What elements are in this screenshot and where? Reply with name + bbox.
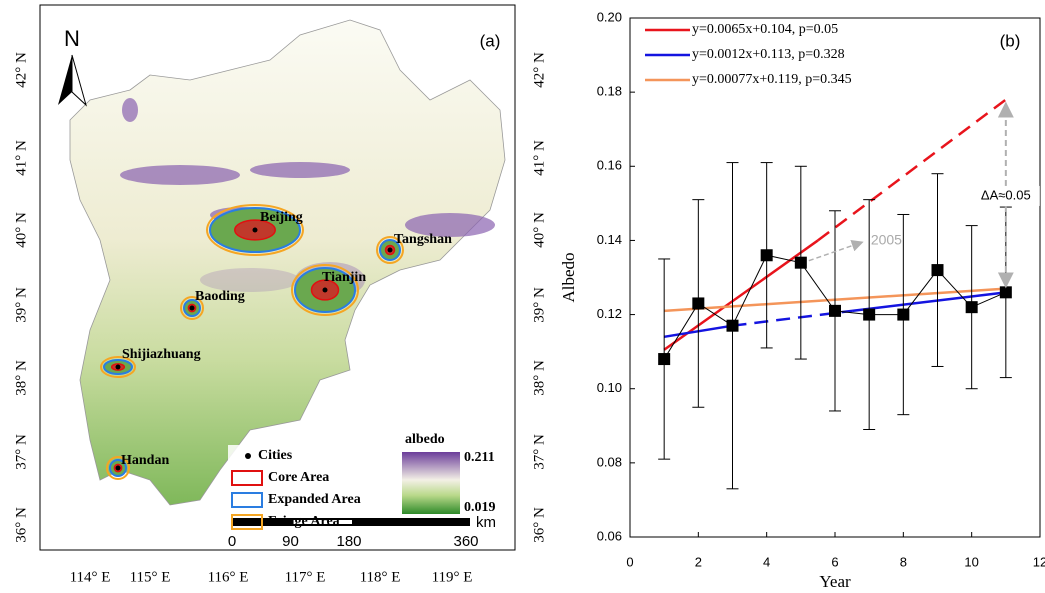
city-label: Tianjin bbox=[322, 270, 366, 285]
city-dot bbox=[323, 288, 328, 293]
x-tick-label: 12 bbox=[1033, 554, 1045, 569]
city-label: Beijing bbox=[260, 210, 303, 225]
fit-line bbox=[818, 100, 1006, 241]
lat-label: 39° N bbox=[531, 287, 547, 323]
scale-tick: 360 bbox=[453, 533, 478, 550]
colorbar-min: 0.019 bbox=[464, 500, 496, 515]
colorbar bbox=[402, 452, 460, 514]
legend-dot bbox=[245, 453, 251, 459]
y-tick-label: 0.16 bbox=[597, 158, 622, 173]
y-axis-label: Albedo bbox=[559, 252, 578, 302]
lat-label: 38° N bbox=[13, 360, 29, 396]
annotation: 2005 bbox=[871, 231, 902, 247]
city-label: Tangshan bbox=[394, 232, 452, 247]
lat-label: 42° N bbox=[531, 52, 547, 88]
lat-label: 37° N bbox=[13, 434, 29, 470]
lat-label: 40° N bbox=[13, 212, 29, 248]
legend-label: y=0.0065x+0.104, p=0.05 bbox=[692, 22, 838, 37]
data-point bbox=[863, 309, 875, 321]
scale-unit: km bbox=[476, 514, 496, 531]
page: N (a) 42° N 42° N 41° N 41° N 40° N 40° N 39° … bbox=[0, 0, 1045, 593]
city-label: Baoding bbox=[195, 289, 245, 304]
legend-label: Cities bbox=[258, 448, 293, 463]
north-label: N bbox=[64, 26, 80, 51]
lat-label: 36° N bbox=[13, 507, 29, 543]
data-point bbox=[692, 297, 704, 309]
legend-label: Core Area bbox=[268, 470, 329, 485]
y-tick-label: 0.12 bbox=[597, 306, 622, 321]
y-tick-label: 0.08 bbox=[597, 454, 622, 469]
city-dot bbox=[253, 228, 258, 233]
city-dot bbox=[190, 306, 195, 311]
legend-label: Fringe Area bbox=[268, 514, 340, 529]
annotation: ΔA≈0.05 bbox=[981, 187, 1031, 202]
data-point bbox=[727, 320, 739, 332]
city-dot bbox=[116, 466, 121, 471]
fit-line bbox=[852, 292, 1006, 311]
city-label: Shijiazhuang bbox=[122, 347, 201, 362]
lon-label: 118° E bbox=[360, 569, 401, 585]
scale-tick: 180 bbox=[336, 533, 361, 550]
data-point bbox=[795, 257, 807, 269]
x-tick-label: 10 bbox=[964, 554, 978, 569]
lon-label: 117° E bbox=[285, 569, 326, 585]
y-tick-label: 0.14 bbox=[597, 232, 622, 247]
y-tick-label: 0.10 bbox=[597, 380, 622, 395]
legend-label: y=0.0012x+0.113, p=0.328 bbox=[692, 47, 845, 62]
lat-label: 40° N bbox=[531, 212, 547, 248]
data-point bbox=[761, 249, 773, 261]
lat-label: 38° N bbox=[531, 360, 547, 396]
y-tick-label: 0.18 bbox=[597, 84, 622, 99]
lon-label: 115° E bbox=[130, 569, 171, 585]
scale-tick: 0 bbox=[228, 533, 236, 550]
lon-label: 116° E bbox=[208, 569, 249, 585]
lon-label: 114° E bbox=[70, 569, 111, 585]
colorbar-max: 0.211 bbox=[464, 450, 495, 465]
x-tick-label: 6 bbox=[831, 554, 838, 569]
north-arrow: N bbox=[58, 26, 86, 105]
lat-label: 42° N bbox=[13, 52, 29, 88]
scale-tick: 90 bbox=[282, 533, 299, 550]
data-point bbox=[932, 264, 944, 276]
lat-label: 39° N bbox=[13, 287, 29, 323]
panel-label: (b) bbox=[1000, 31, 1021, 50]
city-label: Handan bbox=[121, 453, 169, 468]
figure: N (a) 42° N 42° N 41° N 41° N 40° N 40° N 39° … bbox=[0, 0, 1045, 593]
data-point bbox=[829, 305, 841, 317]
x-tick-label: 4 bbox=[763, 554, 770, 569]
lat-label: 41° N bbox=[13, 140, 29, 176]
y-tick-label: 0.20 bbox=[597, 9, 622, 24]
legend-label: Expanded Area bbox=[268, 492, 361, 507]
city-dot bbox=[388, 248, 393, 253]
y-tick-label: 0.06 bbox=[597, 528, 622, 543]
city-dot bbox=[116, 365, 121, 370]
lat-label: 36° N bbox=[531, 507, 547, 543]
legend-label: y=0.00077x+0.119, p=0.345 bbox=[692, 72, 852, 87]
lon-label: 119° E bbox=[432, 569, 473, 585]
x-tick-label: 2 bbox=[695, 554, 702, 569]
data-point bbox=[1000, 286, 1012, 298]
data-point bbox=[658, 353, 670, 365]
x-tick-label: 8 bbox=[900, 554, 907, 569]
colorbar-title: albedo bbox=[405, 432, 445, 447]
panel-label: (a) bbox=[480, 31, 501, 50]
x-axis-label: Year bbox=[819, 572, 851, 591]
data-point bbox=[966, 301, 978, 313]
lat-label: 41° N bbox=[531, 140, 547, 176]
x-tick-label: 0 bbox=[626, 554, 633, 569]
data-point bbox=[897, 309, 909, 321]
lat-label: 37° N bbox=[531, 434, 547, 470]
